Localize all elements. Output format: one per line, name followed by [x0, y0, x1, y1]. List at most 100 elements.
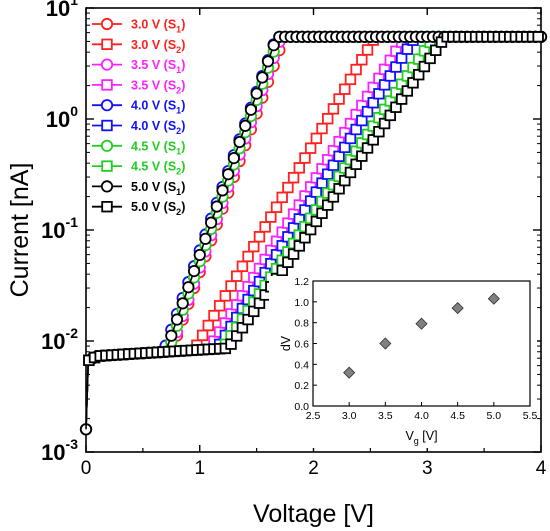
data-point	[327, 103, 340, 115]
y-tick-label: 10-2	[41, 325, 78, 354]
data-point	[310, 132, 323, 145]
legend-item: 4.0 V (S1)	[92, 99, 185, 116]
data-point	[205, 216, 218, 229]
inset-y-axis-title: dV	[279, 335, 293, 351]
legend-label: 3.0 V (S2)	[131, 38, 185, 55]
data-point	[253, 231, 266, 243]
data-point	[282, 181, 294, 194]
x-tick-label: 4	[536, 458, 547, 479]
data-point	[287, 171, 300, 184]
data-point	[233, 135, 246, 149]
inset-data-point	[451, 302, 464, 315]
data-point	[322, 112, 334, 125]
legend-label: 5.0 V (S2)	[131, 200, 185, 217]
y-tick-label: 101	[46, 0, 78, 21]
data-point	[236, 260, 249, 273]
inset-x-tick-label: 3.0	[342, 410, 357, 422]
legend-marker	[100, 17, 114, 31]
inset-y-tick-label: 0.4	[294, 359, 309, 371]
data-point	[225, 280, 237, 292]
data-point	[304, 142, 317, 154]
data-point	[276, 191, 288, 204]
data-point	[267, 39, 280, 52]
data-point	[265, 211, 277, 223]
data-point	[219, 290, 232, 302]
inset-data-point	[415, 317, 428, 330]
data-point	[333, 93, 345, 105]
data-point	[532, 31, 544, 43]
inset-x-tick-label: 3.5	[378, 410, 393, 422]
data-point	[270, 201, 283, 213]
inset-x-axis-title: Vg [V]	[405, 429, 437, 446]
legend-item: 4.5 V (S2)	[92, 160, 185, 177]
data-point	[208, 309, 220, 322]
legend-marker	[101, 38, 113, 51]
legend-marker	[101, 119, 113, 132]
legend-item: 3.5 V (S1)	[92, 58, 185, 75]
data-point	[227, 152, 240, 165]
legend-label: 4.0 V (S1)	[131, 99, 185, 116]
data-point	[316, 122, 328, 135]
data-point	[222, 168, 235, 181]
data-point	[293, 162, 305, 174]
inset-data-point	[379, 337, 392, 350]
inset-x-tick-label: 2.5	[306, 410, 321, 422]
legend-item: 5.0 V (S1)	[92, 180, 185, 197]
legend-item: 3.0 V (S1)	[92, 18, 185, 35]
data-point	[193, 248, 206, 262]
data-point	[256, 71, 269, 84]
legend-item: 5.0 V (S2)	[92, 200, 185, 217]
y-tick-label: 10-1	[41, 214, 78, 243]
legend-marker	[101, 79, 113, 91]
data-point	[187, 264, 201, 278]
legend-marker	[100, 139, 114, 152]
legend-label: 3.5 V (S2)	[131, 78, 185, 95]
data-point	[165, 329, 178, 342]
data-point	[242, 250, 254, 263]
inset-x-tick-label: 5.0	[487, 410, 502, 422]
data-point	[259, 221, 271, 233]
data-point	[250, 87, 263, 100]
legend: 3.0 V (S1) 3.0 V (S2) 3.5 V (S1) 3.5 V (S2)…	[92, 18, 185, 217]
data-point	[202, 319, 214, 332]
data-point	[339, 83, 351, 95]
legend-item: 3.5 V (S2)	[92, 78, 185, 95]
x-axis-title: Voltage [V]	[253, 500, 374, 528]
data-point	[196, 329, 209, 342]
legend-marker	[100, 180, 114, 193]
inset-plot: 2.5 3.0 3.5 4.0 4.5 5.0 5.5 0.0 0.2 0.4 0.6 0.8 1.0 1…	[269, 276, 537, 448]
inset-x-tick-label: 4.5	[450, 410, 465, 422]
legend-marker	[100, 58, 114, 71]
inset-data-point	[343, 366, 356, 379]
inset-background	[269, 276, 537, 448]
legend-label: 4.5 V (S1)	[131, 139, 185, 156]
x-tick-label: 0	[81, 458, 92, 479]
data-point	[176, 297, 189, 310]
legend-item: 3.0 V (S2)	[92, 38, 185, 55]
x-tick-label: 1	[194, 458, 205, 479]
data-point	[182, 281, 195, 294]
inset-x-tick-label: 4.0	[414, 410, 429, 422]
data-point	[361, 44, 374, 56]
x-tick-label: 2	[308, 458, 319, 479]
legend-marker	[100, 99, 114, 112]
legend-label: 4.0 V (S2)	[131, 119, 185, 136]
x-tick-label: 3	[422, 458, 433, 479]
data-point	[239, 119, 252, 132]
legend-marker	[101, 160, 113, 172]
data-point	[231, 270, 243, 282]
legend-label: 3.0 V (S1)	[131, 18, 185, 35]
legend-label: 5.0 V (S1)	[131, 180, 185, 197]
inset-data-point	[487, 292, 500, 305]
data-point	[356, 54, 368, 66]
series-5-0-v-s2-	[83, 31, 544, 430]
data-point	[199, 232, 212, 245]
inset-y-tick-label: 1.2	[294, 276, 309, 288]
legend-item: 4.0 V (S2)	[92, 119, 185, 136]
y-tick-label: 100	[46, 103, 78, 132]
y-tick-label: 10-3	[41, 436, 78, 465]
data-point	[244, 103, 258, 116]
data-point	[350, 63, 362, 76]
y-axis-title: Current [nA]	[6, 163, 34, 298]
